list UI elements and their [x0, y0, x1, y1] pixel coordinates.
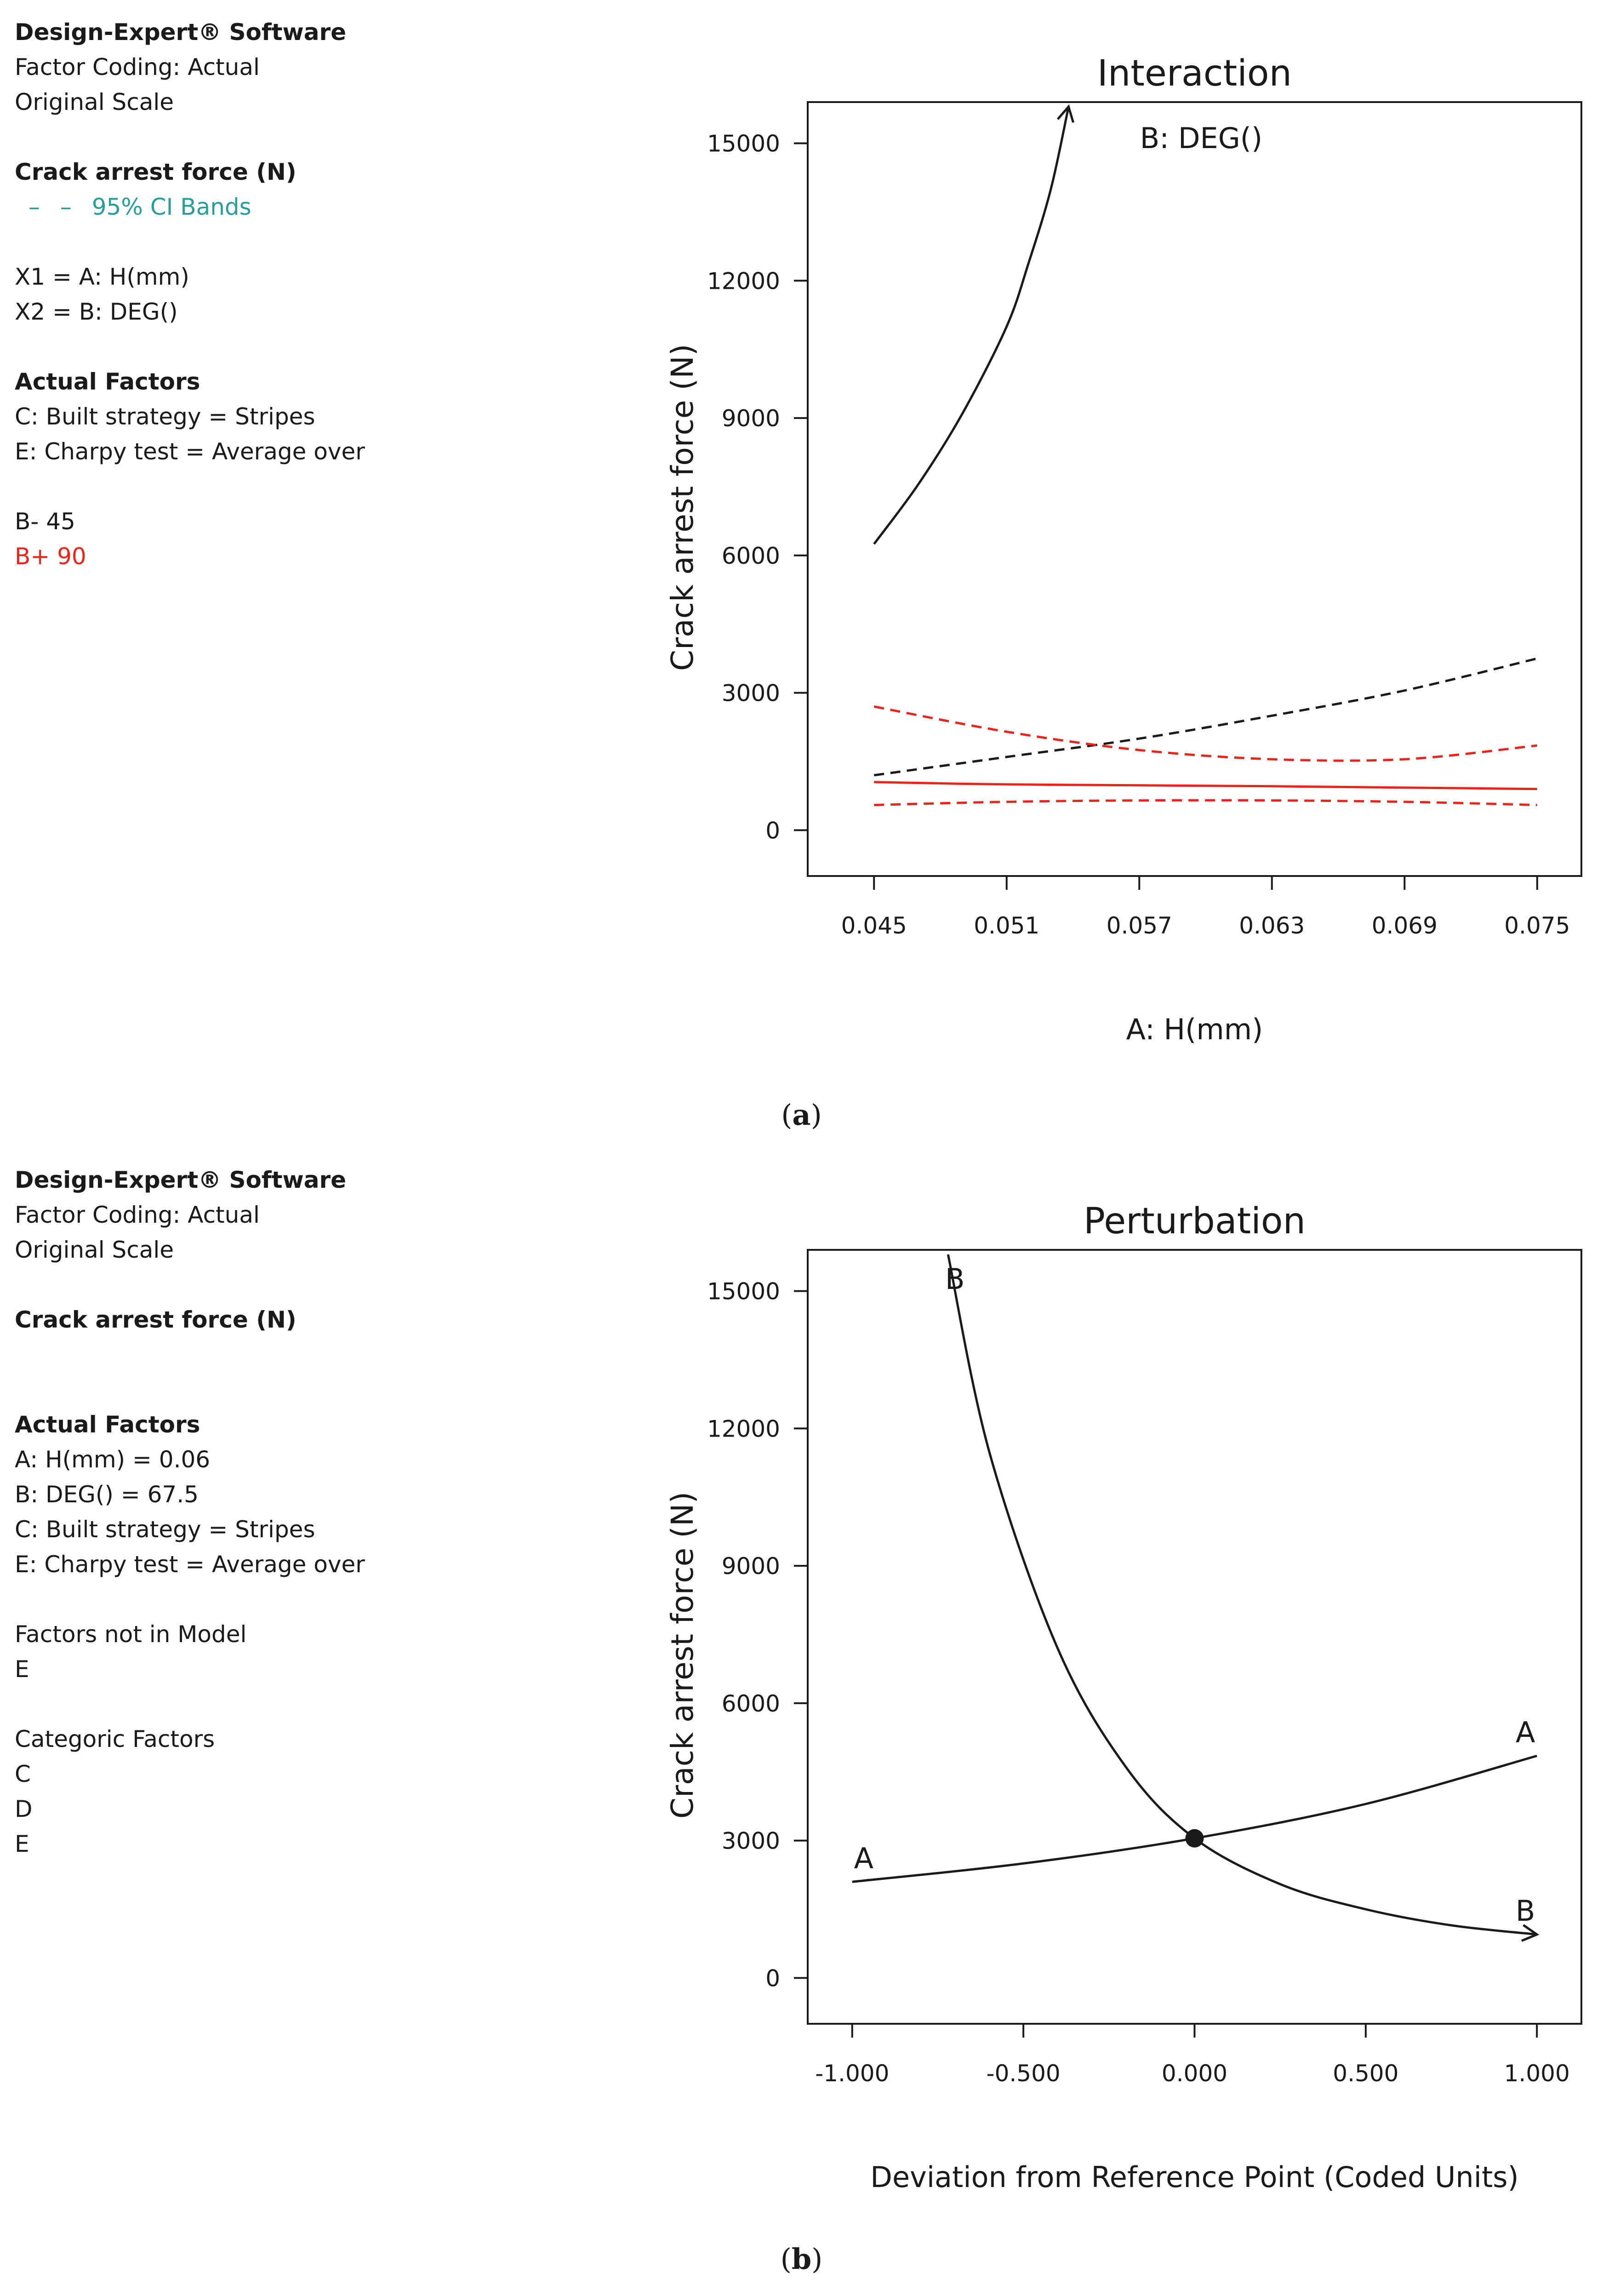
y-tick-label: 6000: [722, 1690, 780, 1717]
actual-factors-heading: Actual Factors: [15, 1411, 200, 1438]
ci-legend-label: 95% CI Bands: [91, 194, 251, 220]
plot-frame: [807, 1249, 1582, 2025]
series-line: [874, 781, 1537, 790]
y-tick-label: 12000: [707, 268, 780, 294]
y-tick-label: 15000: [707, 131, 780, 157]
chart-title: Interaction: [1097, 53, 1292, 94]
series-line: [873, 657, 1538, 777]
info-panel-b: Design-Expert® Software Factor Coding: A…: [15, 1162, 365, 1861]
x-axis-label: A: H(mm): [1126, 1013, 1263, 1046]
x-axis-label: Deviation from Reference Point (Coded Un…: [870, 2160, 1519, 2194]
factor-c: C: Built strategy = Stripes: [15, 1516, 315, 1543]
x-tick-label: 0.500: [1333, 2060, 1398, 2087]
factor-e: E: Charpy test = Average over: [15, 1551, 365, 1578]
perturbation-chart: Perturbation 0 3000 6000 9000 12000 15000 -1.00…: [665, 1201, 1582, 2194]
actual-factors-heading: Actual Factors: [15, 368, 200, 395]
x-tick-label: 0.063: [1239, 912, 1305, 939]
categoric-e: E: [15, 1831, 29, 1857]
series-line: [852, 1754, 1537, 1883]
series-line: [873, 705, 1538, 762]
categoric-heading: Categoric Factors: [15, 1726, 215, 1752]
y-axis-label: Crack arrest force (N): [665, 1492, 700, 1819]
x-tick-label: -0.500: [987, 2060, 1061, 2087]
legend-b-plus: B+ 90: [15, 543, 86, 570]
factor-b: B: DEG() = 67.5: [15, 1481, 199, 1508]
factor-coding: Factor Coding: Actual: [15, 54, 260, 80]
series-line: [947, 1254, 1537, 1936]
ci-legend: – – 95% CI Bands: [15, 194, 251, 220]
info-panel-a: Design-Expert® Software Factor Coding: A…: [15, 15, 365, 574]
y-tick-label: 12000: [707, 1415, 780, 1442]
not-in-model-e: E: [15, 1656, 29, 1683]
series-arrow: [1057, 104, 1075, 123]
categoric-d: D: [15, 1796, 33, 1822]
not-in-model-heading: Factors not in Model: [15, 1621, 247, 1648]
y-tick-label: 3000: [722, 1828, 780, 1855]
y-axis-label: Crack arrest force (N): [665, 344, 700, 671]
response-label: Crack arrest force (N): [15, 159, 297, 185]
series-label-a-start: A: [854, 1841, 873, 1875]
factor-coding: Factor Coding: Actual: [15, 1202, 260, 1228]
scale-label: Original Scale: [15, 89, 174, 115]
reference-point: [1185, 1829, 1204, 1848]
y-tick-label: 3000: [722, 680, 780, 707]
series-label-b-start: B: [945, 1262, 965, 1296]
factor-a: A: H(mm) = 0.06: [15, 1446, 211, 1473]
series-line: [874, 799, 1537, 807]
factor-c: C: Built strategy = Stripes: [15, 403, 315, 430]
x-tick-label: 0.051: [974, 912, 1039, 939]
x-tick-label: 0.045: [841, 912, 907, 939]
panel-a: Design-Expert® Software Factor Coding: A…: [15, 15, 1582, 1132]
y-tick-label: 9000: [722, 1553, 780, 1580]
y-tick-label: 9000: [722, 405, 780, 432]
series-label-b-end: B: [1516, 1894, 1535, 1928]
chart-title: Perturbation: [1084, 1201, 1306, 1242]
x-tick-label: 0.075: [1504, 912, 1570, 939]
scale-label: Original Scale: [15, 1237, 174, 1263]
y-tick-label: 6000: [722, 543, 780, 569]
software-title: Design-Expert® Software: [15, 19, 347, 46]
series-arrow: [1521, 1924, 1540, 1942]
software-title: Design-Expert® Software: [15, 1167, 347, 1193]
series-label-a-end: A: [1516, 1715, 1535, 1749]
legend-title: B: DEG(): [1140, 121, 1262, 155]
categoric-c: C: [15, 1761, 31, 1787]
x-tick-label: 0.057: [1107, 912, 1172, 939]
factor-e: E: Charpy test = Average over: [15, 438, 365, 465]
plot-frame: [807, 101, 1582, 877]
caption-a: (a): [781, 1098, 822, 1132]
y-tick-label: 15000: [707, 1278, 780, 1305]
x-tick-label: -1.000: [815, 2060, 889, 2087]
series-line: [873, 106, 1070, 545]
y-tick-label: 0: [765, 1965, 780, 1992]
x2-label: X2 = B: DEG(): [15, 298, 178, 325]
panel-b: Design-Expert® Software Factor Coding: A…: [0, 1148, 1603, 2296]
x1-label: X1 = A: H(mm): [15, 263, 189, 290]
legend-b-minus: B- 45: [15, 508, 75, 535]
x-tick-label: 0.000: [1162, 2060, 1227, 2087]
interaction-chart: Interaction 0 3000 6000 9000 12000 15000 0.045 0…: [665, 53, 1582, 1046]
caption-b: (b): [780, 2242, 823, 2276]
x-tick-label: 0.069: [1372, 912, 1438, 939]
x-tick-label: 1.000: [1504, 2060, 1570, 2087]
y-tick-label: 0: [765, 817, 780, 844]
response-label: Crack arrest force (N): [15, 1306, 297, 1333]
